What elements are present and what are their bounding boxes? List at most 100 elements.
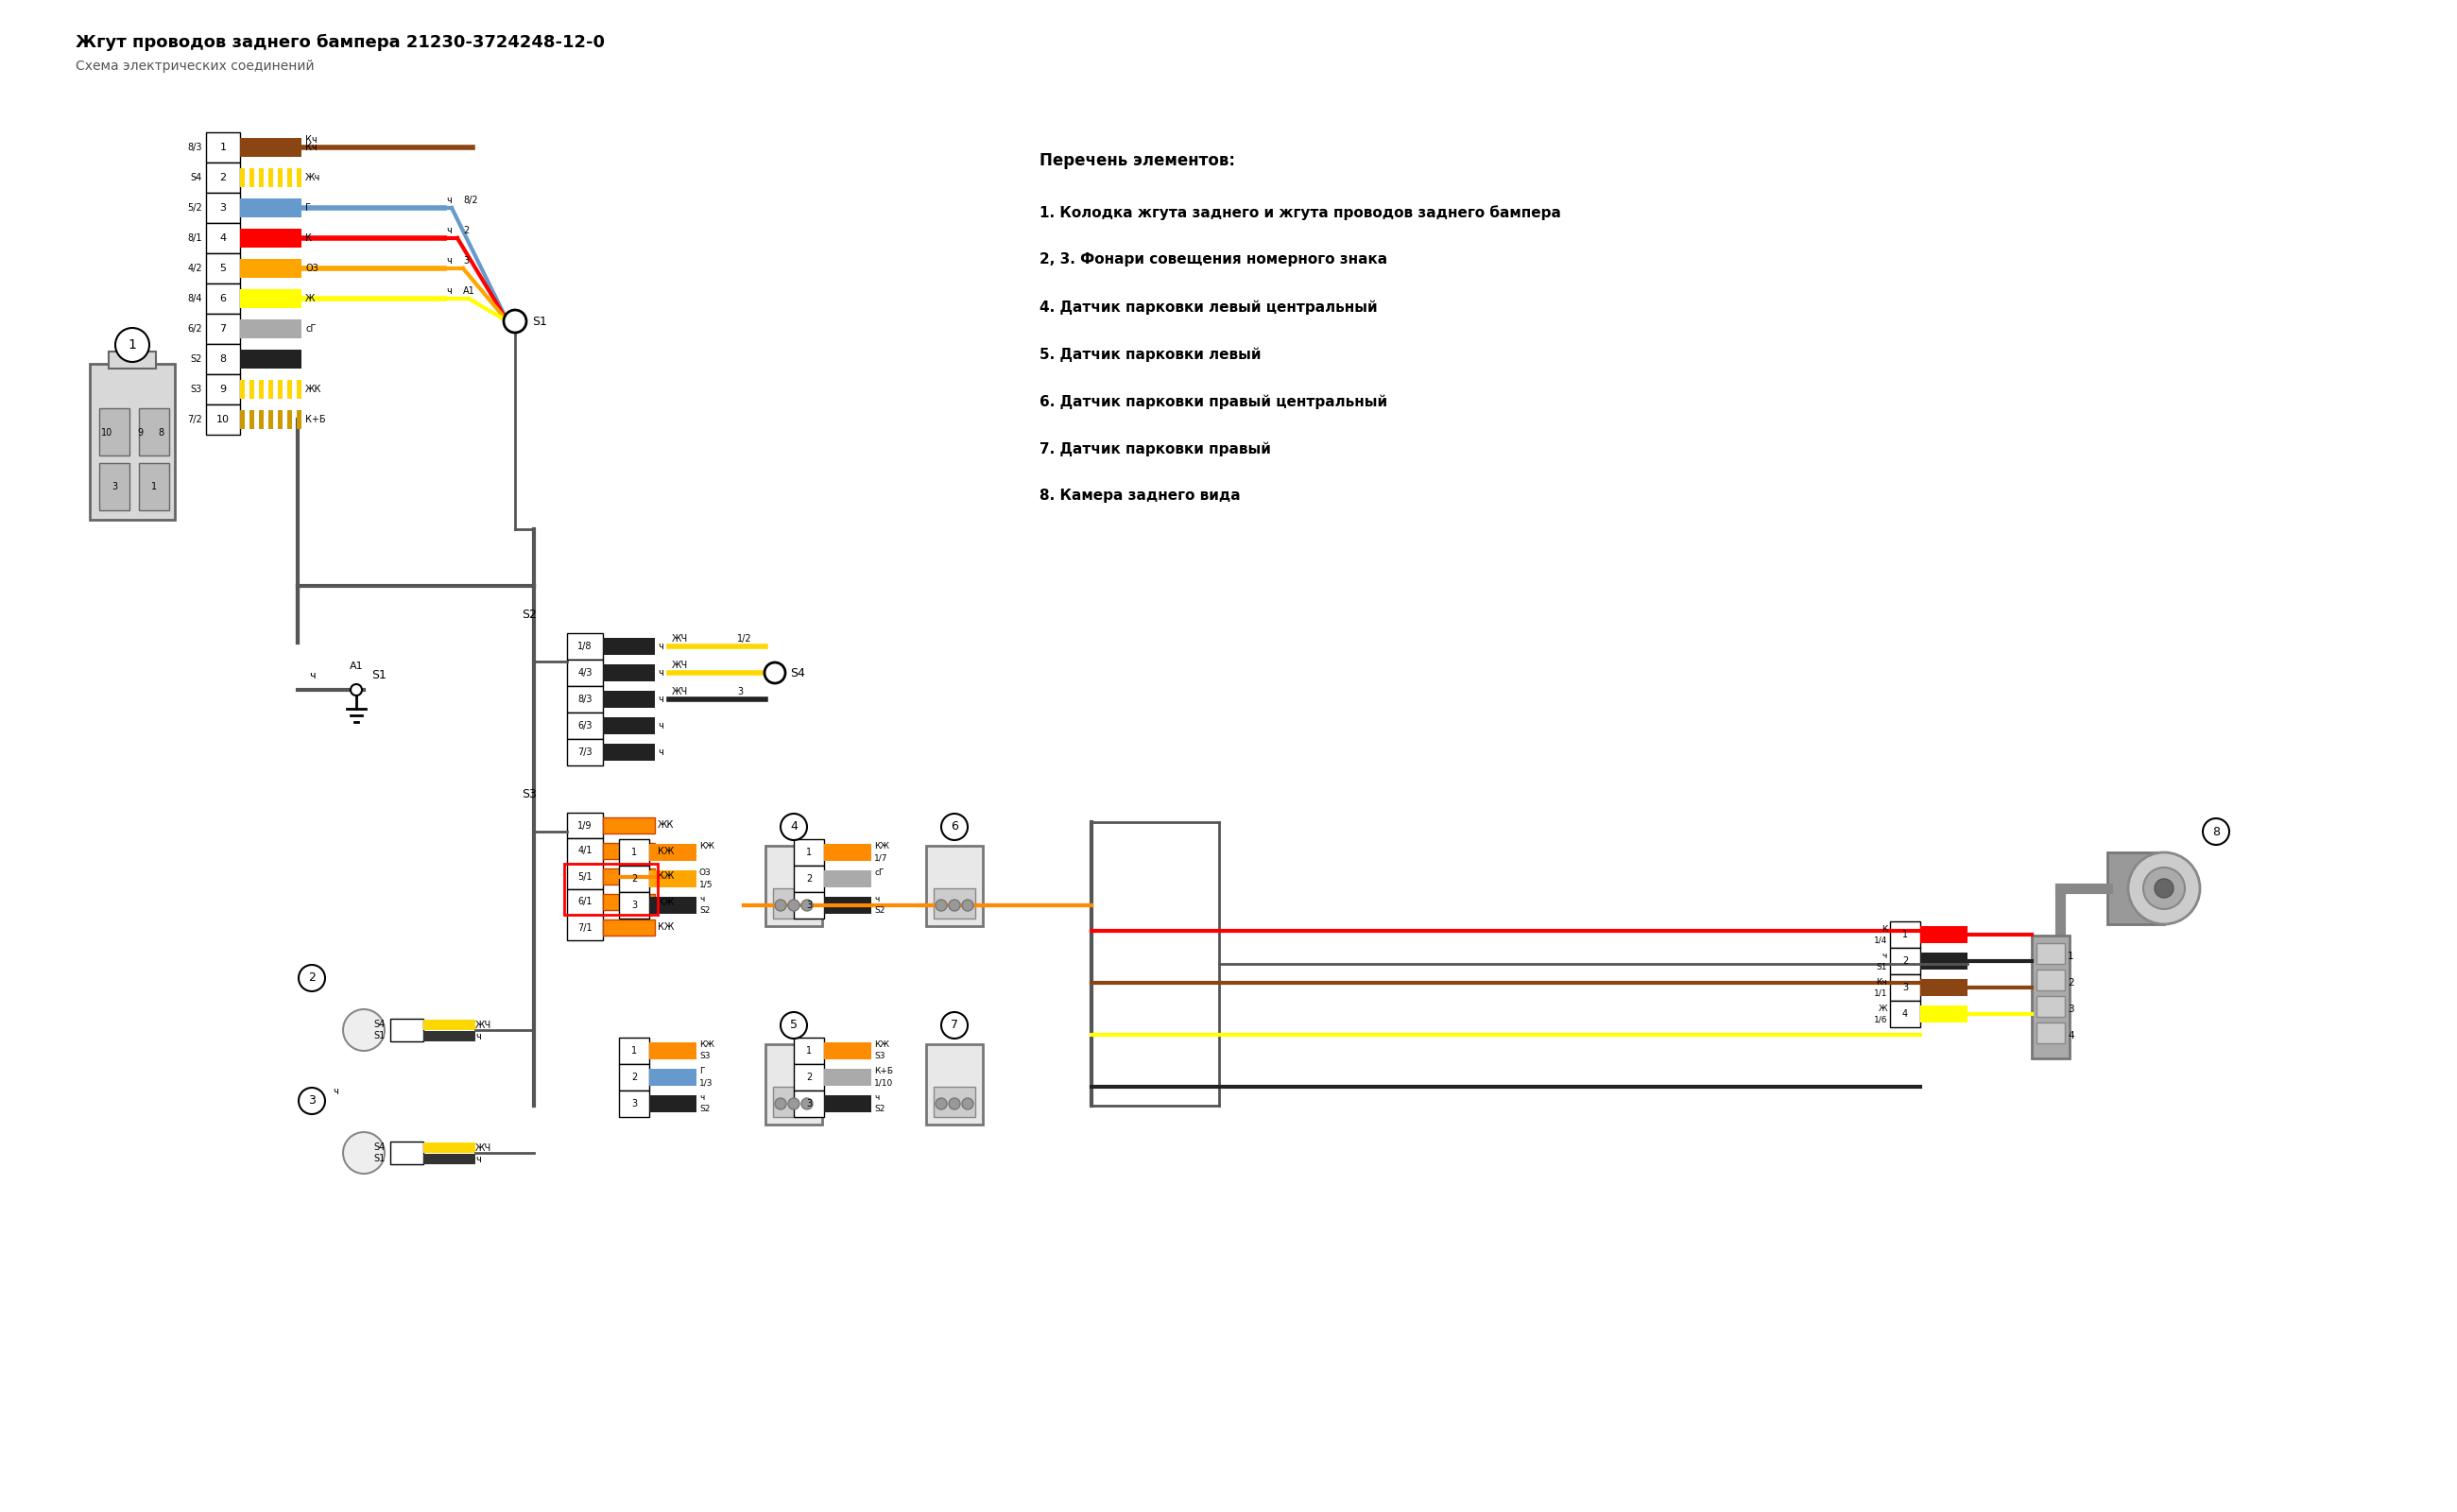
Text: 2: 2 [462, 225, 469, 236]
Text: 7/1: 7/1 [577, 922, 592, 933]
Circle shape [789, 1098, 799, 1110]
Bar [565, 863, 658, 915]
Bar [794, 1090, 823, 1117]
Text: ч: ч [447, 195, 452, 206]
Text: 2: 2 [1902, 957, 1909, 966]
Bar [1921, 1005, 1968, 1022]
Bar [649, 844, 695, 860]
Bar [241, 410, 246, 429]
Text: 7/2: 7/2 [187, 414, 201, 425]
Text: 7. Датчик парковки правый: 7. Датчик парковки правый [1039, 442, 1270, 457]
Circle shape [948, 900, 961, 910]
Text: S4: S4 [373, 1019, 386, 1030]
Circle shape [300, 1087, 324, 1114]
Text: 5/2: 5/2 [187, 203, 201, 213]
Bar [602, 717, 656, 735]
Text: 1/4: 1/4 [1875, 936, 1887, 945]
Bar [568, 813, 602, 838]
Text: 8/3: 8/3 [577, 694, 592, 705]
Text: ч: ч [447, 286, 452, 296]
Text: 1/9: 1/9 [577, 821, 592, 830]
Circle shape [2204, 818, 2228, 845]
Circle shape [344, 1132, 386, 1173]
Bar [794, 1064, 823, 1090]
Bar [619, 892, 649, 918]
Circle shape [781, 1012, 806, 1039]
Text: 4: 4 [791, 821, 799, 833]
Circle shape [936, 1098, 946, 1110]
Text: 4: 4 [2069, 1031, 2074, 1040]
Circle shape [941, 1012, 968, 1039]
Bar [287, 410, 292, 429]
Bar [140, 408, 170, 455]
Bar [2032, 936, 2069, 1058]
Bar [241, 410, 302, 429]
Bar [934, 888, 975, 918]
Text: S1: S1 [1877, 963, 1887, 971]
Text: 6/3: 6/3 [577, 721, 592, 730]
Text: КЖ: КЖ [658, 872, 673, 881]
Text: 3: 3 [806, 901, 811, 910]
Text: 4. Датчик парковки левый центральный: 4. Датчик парковки левый центральный [1039, 299, 1378, 314]
Text: КЖ: КЖ [700, 842, 715, 851]
Bar [619, 1037, 649, 1064]
Text: 6/2: 6/2 [187, 324, 201, 334]
Text: 1/10: 1/10 [875, 1078, 894, 1087]
Text: ч: ч [658, 668, 663, 677]
Text: 8/2: 8/2 [462, 195, 477, 206]
Bar [794, 839, 823, 865]
Text: 2: 2 [806, 874, 811, 883]
Bar [297, 410, 302, 429]
Text: ч: ч [658, 641, 663, 652]
Bar [268, 410, 273, 429]
Bar [268, 168, 273, 187]
Text: ЖЧ: ЖЧ [671, 661, 688, 670]
Text: 3: 3 [2069, 1004, 2074, 1015]
Bar [568, 686, 602, 712]
Bar [278, 168, 283, 187]
Text: S1: S1 [533, 314, 548, 328]
Text: Ж: Ж [1877, 1004, 1887, 1013]
Bar [619, 1064, 649, 1090]
Text: К: К [1882, 925, 1887, 933]
Bar [241, 138, 302, 157]
Text: ЖЧ: ЖЧ [671, 634, 688, 644]
Bar [2037, 969, 2064, 990]
Text: S2: S2 [700, 1105, 710, 1114]
Text: S2: S2 [521, 608, 536, 620]
Text: S1: S1 [371, 670, 386, 682]
Bar [602, 818, 656, 833]
Text: ЖК: ЖК [305, 384, 322, 395]
Text: 10: 10 [101, 428, 113, 437]
Bar [602, 844, 656, 859]
Text: A1: A1 [349, 662, 364, 671]
Bar [568, 889, 602, 915]
Circle shape [2155, 878, 2174, 898]
Text: 1: 1 [219, 142, 226, 153]
Text: КЖ: КЖ [658, 847, 673, 856]
Circle shape [789, 900, 799, 910]
Bar [98, 408, 130, 455]
Bar [934, 1087, 975, 1117]
Text: КЖ: КЖ [658, 922, 673, 933]
Text: S3: S3 [192, 384, 201, 395]
Bar [649, 897, 695, 913]
Text: 7: 7 [219, 324, 226, 334]
Bar [251, 168, 253, 187]
Bar [258, 168, 263, 187]
Text: 3: 3 [737, 686, 742, 697]
Text: ч: ч [332, 1087, 339, 1096]
Bar [206, 373, 241, 404]
Text: О3: О3 [305, 263, 319, 274]
Circle shape [941, 813, 968, 841]
Circle shape [963, 900, 973, 910]
Bar [206, 404, 241, 435]
Text: ч: ч [1882, 951, 1887, 960]
Text: Жч: Жч [305, 172, 319, 183]
Circle shape [801, 900, 813, 910]
Bar [1921, 980, 1968, 996]
Text: ч: ч [875, 895, 880, 904]
Text: 8: 8 [157, 428, 165, 437]
Text: 1/2: 1/2 [737, 634, 752, 644]
Bar [1921, 953, 1968, 969]
